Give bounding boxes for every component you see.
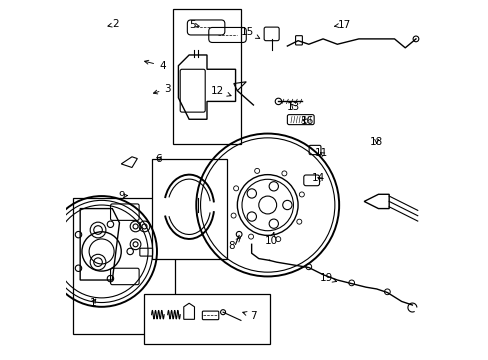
Text: 3: 3	[153, 84, 171, 94]
Text: 10: 10	[264, 233, 277, 246]
Text: 15: 15	[240, 27, 259, 39]
Text: 11: 11	[314, 148, 327, 158]
Text: 17: 17	[334, 19, 350, 30]
Text: 5: 5	[189, 19, 199, 30]
Text: 14: 14	[311, 173, 325, 183]
Text: 7: 7	[242, 311, 256, 321]
Text: 4: 4	[144, 60, 165, 71]
Text: 13: 13	[286, 102, 300, 112]
Bar	[151, 158, 226, 258]
Text: 2: 2	[108, 19, 118, 29]
Text: 1: 1	[89, 298, 96, 308]
Text: 9: 9	[118, 191, 127, 201]
Text: 19: 19	[319, 273, 336, 283]
Text: 6: 6	[155, 154, 162, 163]
Bar	[173, 9, 241, 144]
Text: 12: 12	[211, 86, 230, 96]
Text: 16: 16	[300, 116, 313, 126]
Bar	[144, 294, 269, 344]
Text: 8: 8	[228, 238, 240, 251]
Bar	[73, 198, 175, 334]
Text: 18: 18	[369, 138, 383, 148]
